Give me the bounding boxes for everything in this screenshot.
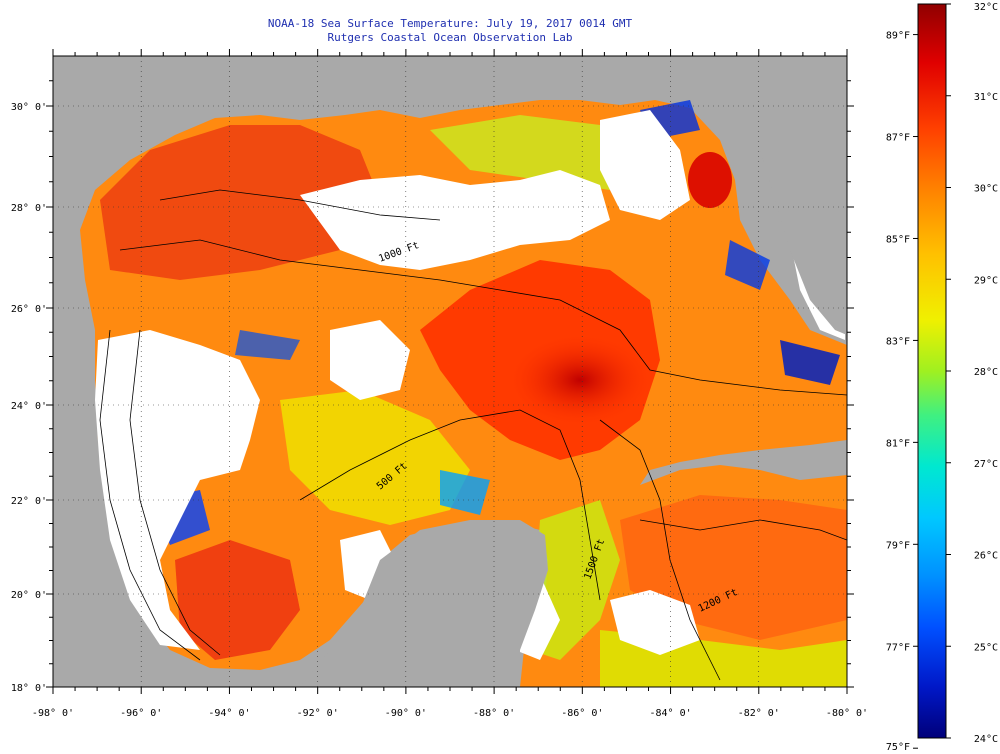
colorbar-celsius-labels: 32°C 31°C 30°C 29°C 28°C 27°C 26°C 25°C 24°C <box>974 2 998 745</box>
cold-patch-6 <box>235 330 300 360</box>
cloud-cover-southeast <box>610 590 700 655</box>
colorbar-gradient <box>917 3 947 739</box>
longitude-label: -82° 0' <box>738 708 780 719</box>
longitude-label: -80° 0' <box>826 708 868 719</box>
cold-patch-2 <box>440 470 490 515</box>
cold-patch-5 <box>780 340 840 385</box>
colorbar-fahrenheit-label: 77°F <box>886 642 910 653</box>
latitude-label: 18° 0' <box>11 683 47 694</box>
longitude-label: -92° 0' <box>297 708 339 719</box>
longitude-label: -88° 0' <box>473 708 515 719</box>
latitude-label: 26° 0' <box>11 304 47 315</box>
cloud-cover-west <box>95 330 260 650</box>
colorbar-fahrenheit-label: 75°F <box>886 742 910 753</box>
colorbar-ticks <box>913 3 951 749</box>
colorbar-celsius-label: 32°C <box>974 2 998 13</box>
colorbar-fahrenheit-label: 79°F <box>886 540 910 551</box>
latitude-label: 20° 0' <box>11 590 47 601</box>
depth-contours <box>99 189 847 681</box>
colorbar-celsius-label: 25°C <box>974 642 998 653</box>
colorbar-celsius-label: 30°C <box>974 184 998 195</box>
colorbar-fahrenheit-label: 81°F <box>886 438 910 449</box>
sst-map <box>53 56 847 687</box>
colorbar-fahrenheit-label: 89°F <box>886 31 910 42</box>
latitude-label: 24° 0' <box>11 401 47 412</box>
florida-land <box>700 56 847 335</box>
longitude-label: -94° 0' <box>208 708 250 719</box>
colorbar-celsius-label: 28°C <box>974 367 998 378</box>
frame-ticks <box>46 49 854 694</box>
colorbar-fahrenheit-labels: 89°F 87°F 85°F 83°F 81°F 79°F 77°F 75°F <box>886 31 910 753</box>
warm-northwest <box>100 125 380 280</box>
cool-band-north <box>430 115 650 190</box>
map-subtitle: Rutgers Coastal Ocean Observation Lab <box>327 31 573 44</box>
longitude-label: -84° 0' <box>649 708 691 719</box>
cold-patch-4 <box>725 240 770 290</box>
cloud-cover-florida <box>600 110 690 220</box>
colorbar-fahrenheit-label: 85°F <box>886 234 910 245</box>
cloud-cover-central <box>300 170 610 270</box>
longitude-label: -96° 0' <box>120 708 162 719</box>
grid-lines <box>53 56 847 687</box>
colorbar-celsius-label: 29°C <box>974 275 998 286</box>
colorbar-celsius-label: 26°C <box>974 551 998 562</box>
longitude-label: -90° 0' <box>385 708 427 719</box>
latitude-label: 22° 0' <box>11 496 47 507</box>
hot-spot <box>510 335 650 425</box>
colorbar-celsius-label: 24°C <box>974 734 998 745</box>
colorbar: 32°C 31°C 30°C 29°C 28°C 27°C 26°C 25°C 24°C 89°… <box>886 2 998 753</box>
latitude-label: 28° 0' <box>11 203 47 214</box>
colorbar-fahrenheit-label: 87°F <box>886 133 910 144</box>
colorbar-fahrenheit-label: 83°F <box>886 336 910 347</box>
longitude-label: -98° 0' <box>32 708 74 719</box>
latitude-label: 30° 0' <box>11 102 47 113</box>
yucatan-land <box>300 520 548 687</box>
cloud-cover-campeche <box>340 530 395 600</box>
longitude-labels: -98° 0' -96° 0' -94° 0' -92° 0' -90° 0' -88° … <box>32 708 868 719</box>
latitude-labels: 18° 0' 20° 0' 22° 0' 24° 0' 26° 0' 28° 0' 30° … <box>11 102 47 694</box>
longitude-label: -86° 0' <box>561 708 603 719</box>
map-title: NOAA-18 Sea Surface Temperature: July 19… <box>267 17 633 30</box>
cloud-cover-mid <box>330 320 410 400</box>
colorbar-celsius-label: 31°C <box>974 92 998 103</box>
hot-spot-florida <box>688 152 732 208</box>
cuba-land <box>640 440 847 485</box>
warm-southwest <box>175 540 300 660</box>
colorbar-celsius-label: 27°C <box>974 459 998 470</box>
